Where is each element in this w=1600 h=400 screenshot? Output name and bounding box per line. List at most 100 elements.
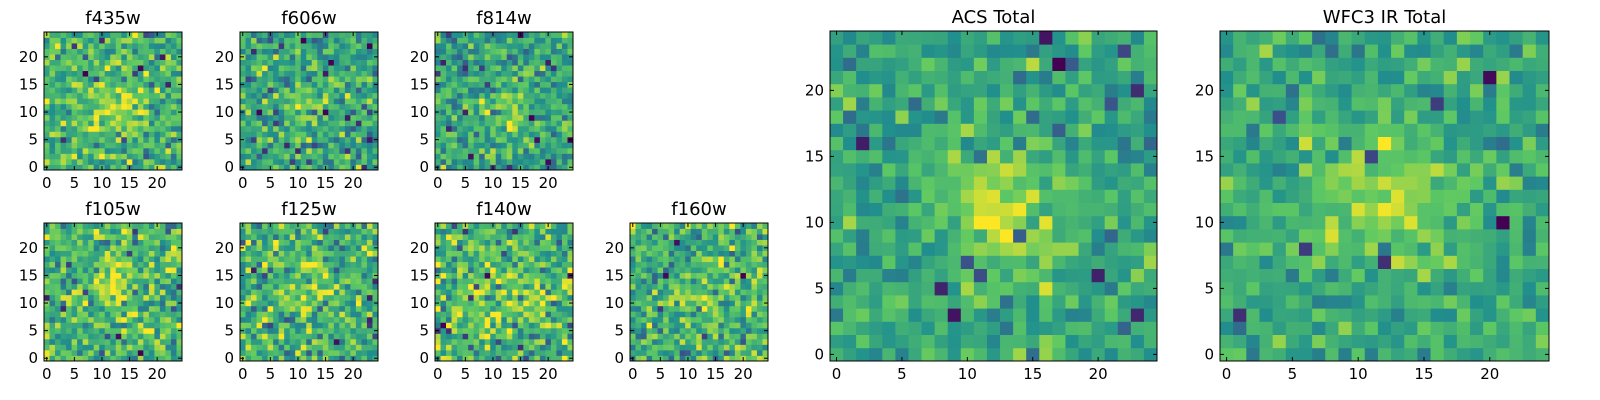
heatmap-cell <box>479 109 486 116</box>
heatmap-cell <box>528 131 535 138</box>
heatmap-cell <box>641 305 647 312</box>
heatmap-cell <box>339 70 346 77</box>
heatmap-cell <box>77 54 84 60</box>
heatmap-cell <box>545 81 552 88</box>
heatmap-cell <box>495 136 502 143</box>
heatmap-cell <box>251 87 257 94</box>
heatmap-cell <box>723 300 730 307</box>
heatmap-cell <box>245 153 252 160</box>
heatmap-cell <box>333 327 340 334</box>
heatmap-cell <box>289 65 296 72</box>
heatmap-cell <box>718 256 725 263</box>
heatmap-cell <box>284 338 291 345</box>
heatmap-cell <box>333 239 340 246</box>
heatmap-cell <box>701 349 708 356</box>
heatmap-cell <box>350 327 357 334</box>
heatmap-cell <box>685 234 692 240</box>
heatmap-cell <box>77 223 84 229</box>
heatmap-cell <box>1026 176 1040 190</box>
heatmap-cell <box>115 164 122 171</box>
heatmap-cell <box>159 355 166 362</box>
heatmap-cell <box>473 223 480 229</box>
heatmap-cell <box>707 316 714 323</box>
y-tick-label: 10 <box>19 103 38 121</box>
heatmap-cell <box>690 250 697 257</box>
heatmap-cell <box>143 136 150 143</box>
heatmap-cell <box>82 289 89 296</box>
heatmap-cell <box>284 103 291 110</box>
heatmap-cell <box>457 234 463 240</box>
heatmap-cell <box>115 87 122 94</box>
heatmap-cell <box>479 344 486 351</box>
heatmap-cell <box>256 300 263 307</box>
heatmap-cell <box>49 322 56 329</box>
heatmap-cell <box>567 103 574 110</box>
heatmap-cell <box>479 256 486 263</box>
heatmap-cell <box>126 311 133 318</box>
heatmap-cell <box>635 316 642 323</box>
heatmap-cell <box>55 76 61 83</box>
x-tick-label: 5 <box>656 365 666 383</box>
heatmap-cell <box>44 322 50 329</box>
heatmap-cell <box>718 267 725 274</box>
heatmap-cell <box>300 114 307 121</box>
heatmap-cell <box>49 48 56 55</box>
heatmap-cell <box>635 261 642 268</box>
heatmap-cell <box>245 300 252 307</box>
heatmap-cell <box>973 268 988 283</box>
heatmap-cell <box>278 250 285 257</box>
heatmap-cell <box>159 261 166 268</box>
heatmap-cells <box>630 223 769 362</box>
heatmap-cell <box>295 289 302 296</box>
heatmap-cell <box>462 228 469 235</box>
heatmap-cell <box>561 278 568 285</box>
heatmap-cell <box>289 125 296 132</box>
panel-title: f140w <box>476 199 531 220</box>
heatmap-cell <box>93 322 100 329</box>
heatmap-cell <box>446 92 452 99</box>
heatmap-cell <box>88 98 95 105</box>
heatmap-cell <box>462 59 469 66</box>
heatmap-cell <box>295 37 302 44</box>
heatmap-cell <box>176 43 183 49</box>
heatmap-cell <box>328 349 335 356</box>
heatmap-cell <box>1000 229 1014 243</box>
heatmap-cell <box>262 43 268 49</box>
heatmap-cell <box>451 294 458 301</box>
heatmap-cell <box>355 327 362 334</box>
heatmap-cell <box>176 322 183 329</box>
heatmap-cell <box>484 120 491 127</box>
heatmap-cell <box>534 228 541 235</box>
heatmap-cell <box>361 158 368 165</box>
heatmap-cell <box>506 92 513 99</box>
heatmap-cell <box>690 344 697 351</box>
heatmap-cell <box>77 153 84 160</box>
heatmap-cell <box>55 338 61 345</box>
heatmap-cell <box>484 87 491 94</box>
heatmap-cell <box>1065 334 1079 349</box>
heatmap-cell <box>82 37 89 44</box>
heatmap-cell <box>751 256 758 263</box>
heatmap-cell <box>468 54 475 60</box>
heatmap-cell <box>882 202 896 217</box>
heatmap-cell <box>668 289 675 296</box>
heatmap-cell <box>561 70 568 77</box>
heatmap-cell <box>545 305 552 312</box>
heatmap-cell <box>495 147 502 154</box>
heatmap-cell <box>355 103 362 110</box>
heatmap-cell <box>512 267 519 274</box>
heatmap-cell <box>71 239 78 246</box>
heatmap-cell <box>668 256 675 263</box>
heatmap-cell <box>115 147 122 154</box>
heatmap-cell <box>751 305 758 312</box>
heatmap-cell <box>154 37 161 44</box>
heatmap-cell <box>121 109 128 116</box>
heatmap-cell <box>311 338 318 345</box>
heatmap-cell <box>115 223 122 229</box>
heatmap-cell <box>344 327 351 334</box>
heatmap-cell <box>143 131 150 138</box>
heatmap-cell <box>652 250 658 257</box>
heatmap-cell <box>539 300 546 307</box>
heatmap-cell <box>49 278 56 285</box>
heatmap-cell <box>93 245 100 251</box>
